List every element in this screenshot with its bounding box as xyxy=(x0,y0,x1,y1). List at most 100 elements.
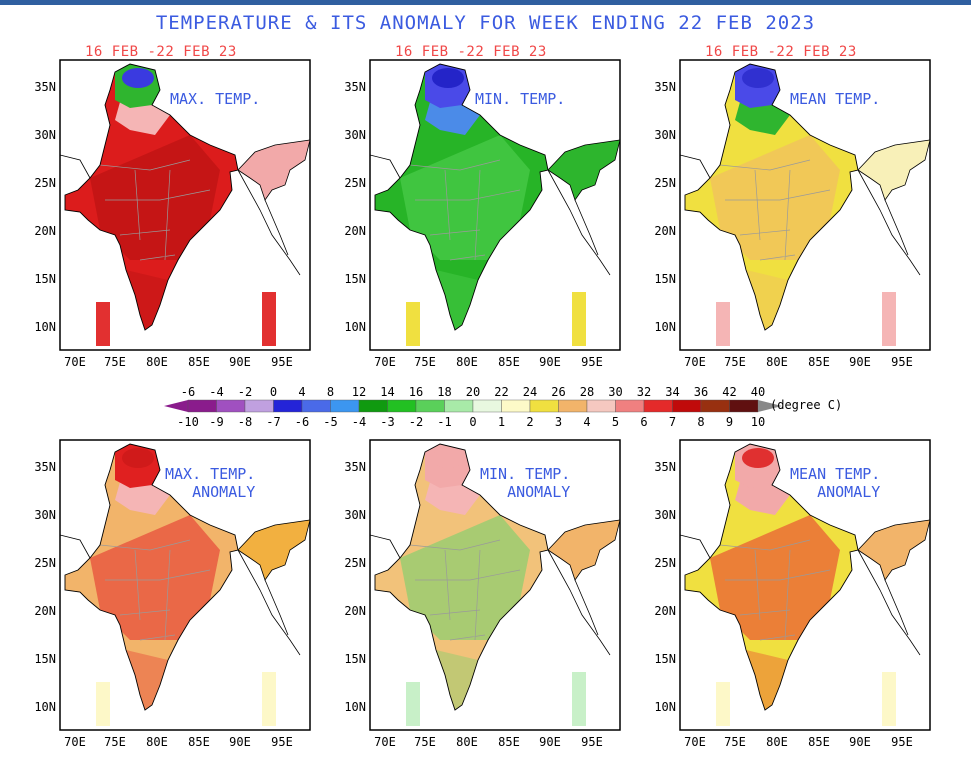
lon-label: 70E xyxy=(64,735,86,749)
himalayan-band xyxy=(425,102,480,135)
legend-temp-tick: 0 xyxy=(270,385,277,399)
legend-anom-tick: 1 xyxy=(498,415,505,429)
lat-label: 25N xyxy=(654,176,676,190)
lat-label: 30N xyxy=(654,128,676,142)
legend-anom-tick: -10 xyxy=(177,415,199,429)
legend-swatch xyxy=(330,399,360,413)
map-panel-min_anom: 35N 30N 25N 20N 15N 10N 70E 75E 80E 85E 90E 95E MIN.… xyxy=(330,420,630,749)
legend-anom-tick: -7 xyxy=(266,415,280,429)
legend-anom-tick: -3 xyxy=(380,415,394,429)
lat-label: 15N xyxy=(34,272,56,286)
lon-label: 70E xyxy=(64,355,86,369)
lon-label: 95E xyxy=(891,355,913,369)
map-panel-max: 16 FEB -22 FEB 23 35N 30N 25N 20N 15N 10N 70E 75… xyxy=(20,40,320,369)
india-map xyxy=(59,439,311,731)
lat-label: 15N xyxy=(654,272,676,286)
lat-label: 20N xyxy=(344,224,366,238)
lat-label: 20N xyxy=(654,224,676,238)
legend-temp-tick: -2 xyxy=(238,385,252,399)
legend-swatch xyxy=(700,399,730,413)
lon-label: 80E xyxy=(146,735,168,749)
lat-label: 30N xyxy=(344,128,366,142)
lat-label: 25N xyxy=(654,556,676,570)
lat-label: 15N xyxy=(344,652,366,666)
legend-anom-tick: 8 xyxy=(697,415,704,429)
lat-label: 35N xyxy=(344,80,366,94)
legend-temp-tick: 34 xyxy=(665,385,679,399)
lon-label: 90E xyxy=(229,735,251,749)
lakshadweep-box xyxy=(406,682,420,726)
legend-unit: (degree C) xyxy=(770,398,843,412)
legend-anom-tick: 0 xyxy=(469,415,476,429)
legend-temp-tick: 22 xyxy=(494,385,508,399)
legend-temp-tick: 8 xyxy=(327,385,334,399)
india-map xyxy=(369,59,621,351)
lat-label: 10N xyxy=(344,700,366,714)
north-tip xyxy=(432,448,464,468)
lat-label: 25N xyxy=(344,556,366,570)
lon-label: 85E xyxy=(808,355,830,369)
state-boundaries xyxy=(719,539,831,641)
lat-label: 25N xyxy=(344,176,366,190)
legend-swatch xyxy=(187,399,217,413)
map-caption: MIN. TEMP. xyxy=(475,90,565,108)
northeast-region xyxy=(547,519,621,581)
legend-anom-tick: -2 xyxy=(409,415,423,429)
lon-label: 85E xyxy=(188,355,210,369)
legend-anom-tick: 6 xyxy=(640,415,647,429)
lat-label: 10N xyxy=(654,700,676,714)
neighbour-coastline xyxy=(59,534,301,656)
map-panel-mean_anom: 35N 30N 25N 20N 15N 10N 70E 75E 80E 85E 90E 95E MEAN… xyxy=(640,420,940,749)
lat-label: 15N xyxy=(34,652,56,666)
andaman-box xyxy=(262,292,276,346)
north-tip xyxy=(122,68,154,88)
legend-swatch xyxy=(387,399,417,413)
lat-label: 20N xyxy=(34,224,56,238)
legend-temp-tick: 24 xyxy=(523,385,537,399)
period-label: 16 FEB -22 FEB 23 xyxy=(395,44,547,60)
lat-label: 35N xyxy=(34,80,56,94)
map-caption-line2: ANOMALY xyxy=(192,483,256,501)
lat-label: 35N xyxy=(344,460,366,474)
lon-label: 80E xyxy=(766,355,788,369)
map-caption-line1: MAX. TEMP. xyxy=(170,90,261,108)
lon-label: 90E xyxy=(229,355,251,369)
india-map xyxy=(59,59,311,351)
lon-label: 95E xyxy=(271,355,293,369)
legend-swatch xyxy=(501,399,531,413)
legend-swatch xyxy=(672,399,702,413)
lon-label: 90E xyxy=(849,735,871,749)
map-panel-max_anom: 35N 30N 25N 20N 15N 10N 70E 75E 80E 85E 90E 95E MAX.… xyxy=(20,420,320,749)
southern-region xyxy=(436,650,478,710)
central-region xyxy=(90,515,220,640)
lat-label: 20N xyxy=(654,604,676,618)
legend-arrow-low xyxy=(164,400,188,412)
color-legend: -6 -4 -2 0 4 8 12 14 16 18 20 22 24 26 28 30 32 34 36 42 40-… xyxy=(160,384,800,434)
period-label: 16 FEB -22 FEB 23 xyxy=(705,44,857,60)
map-caption-line2: ANOMALY xyxy=(507,483,571,501)
lat-label: 25N xyxy=(34,556,56,570)
himalayan-band xyxy=(115,482,170,515)
north-tip xyxy=(742,448,774,468)
india-outline xyxy=(64,443,239,711)
andaman-box xyxy=(262,672,276,726)
legend-anom-tick: 2 xyxy=(526,415,533,429)
neighbour-coastline xyxy=(369,154,611,276)
legend-swatch xyxy=(472,399,502,413)
north-tip xyxy=(122,448,154,468)
neighbour-coastline xyxy=(59,154,301,276)
legend-anom-tick: 10 xyxy=(751,415,765,429)
lat-label: 20N xyxy=(34,604,56,618)
india-outline xyxy=(64,63,239,331)
lat-label: 10N xyxy=(34,320,56,334)
andaman-box xyxy=(882,672,896,726)
top-bar xyxy=(0,0,971,5)
lakshadweep-box xyxy=(96,682,110,726)
lat-label: 35N xyxy=(654,460,676,474)
legend-swatch xyxy=(301,399,331,413)
central-region xyxy=(710,515,840,640)
lon-label: 80E xyxy=(766,735,788,749)
india-outline xyxy=(374,63,549,331)
lat-label: 30N xyxy=(654,508,676,522)
map-caption: MAX. TEMP. ANOMALY xyxy=(165,465,255,501)
